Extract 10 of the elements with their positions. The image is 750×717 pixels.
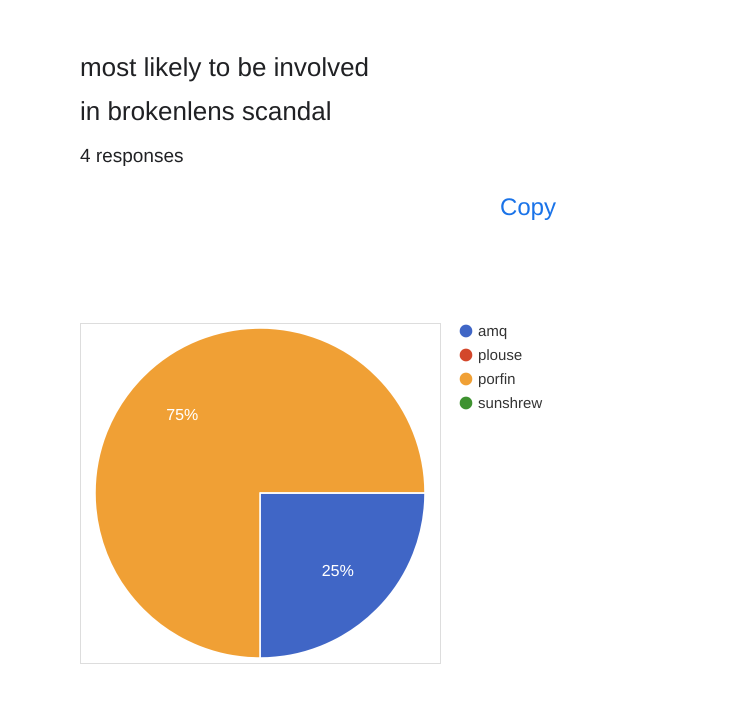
chart-title: most likely to be involved in brokenlens scandal bbox=[80, 52, 370, 126]
data-label: 25% bbox=[322, 562, 354, 580]
legend-label: amq bbox=[478, 323, 508, 340]
legend-label: sunshrew bbox=[478, 395, 542, 412]
text: Copy bbox=[500, 194, 556, 221]
legend-label: porfin bbox=[478, 371, 516, 388]
chart-subtitle: 4 responses bbox=[80, 146, 184, 167]
data-label: 75% bbox=[166, 407, 198, 424]
pie-slice bbox=[94, 327, 426, 659]
legend-label: plouse bbox=[478, 347, 522, 364]
